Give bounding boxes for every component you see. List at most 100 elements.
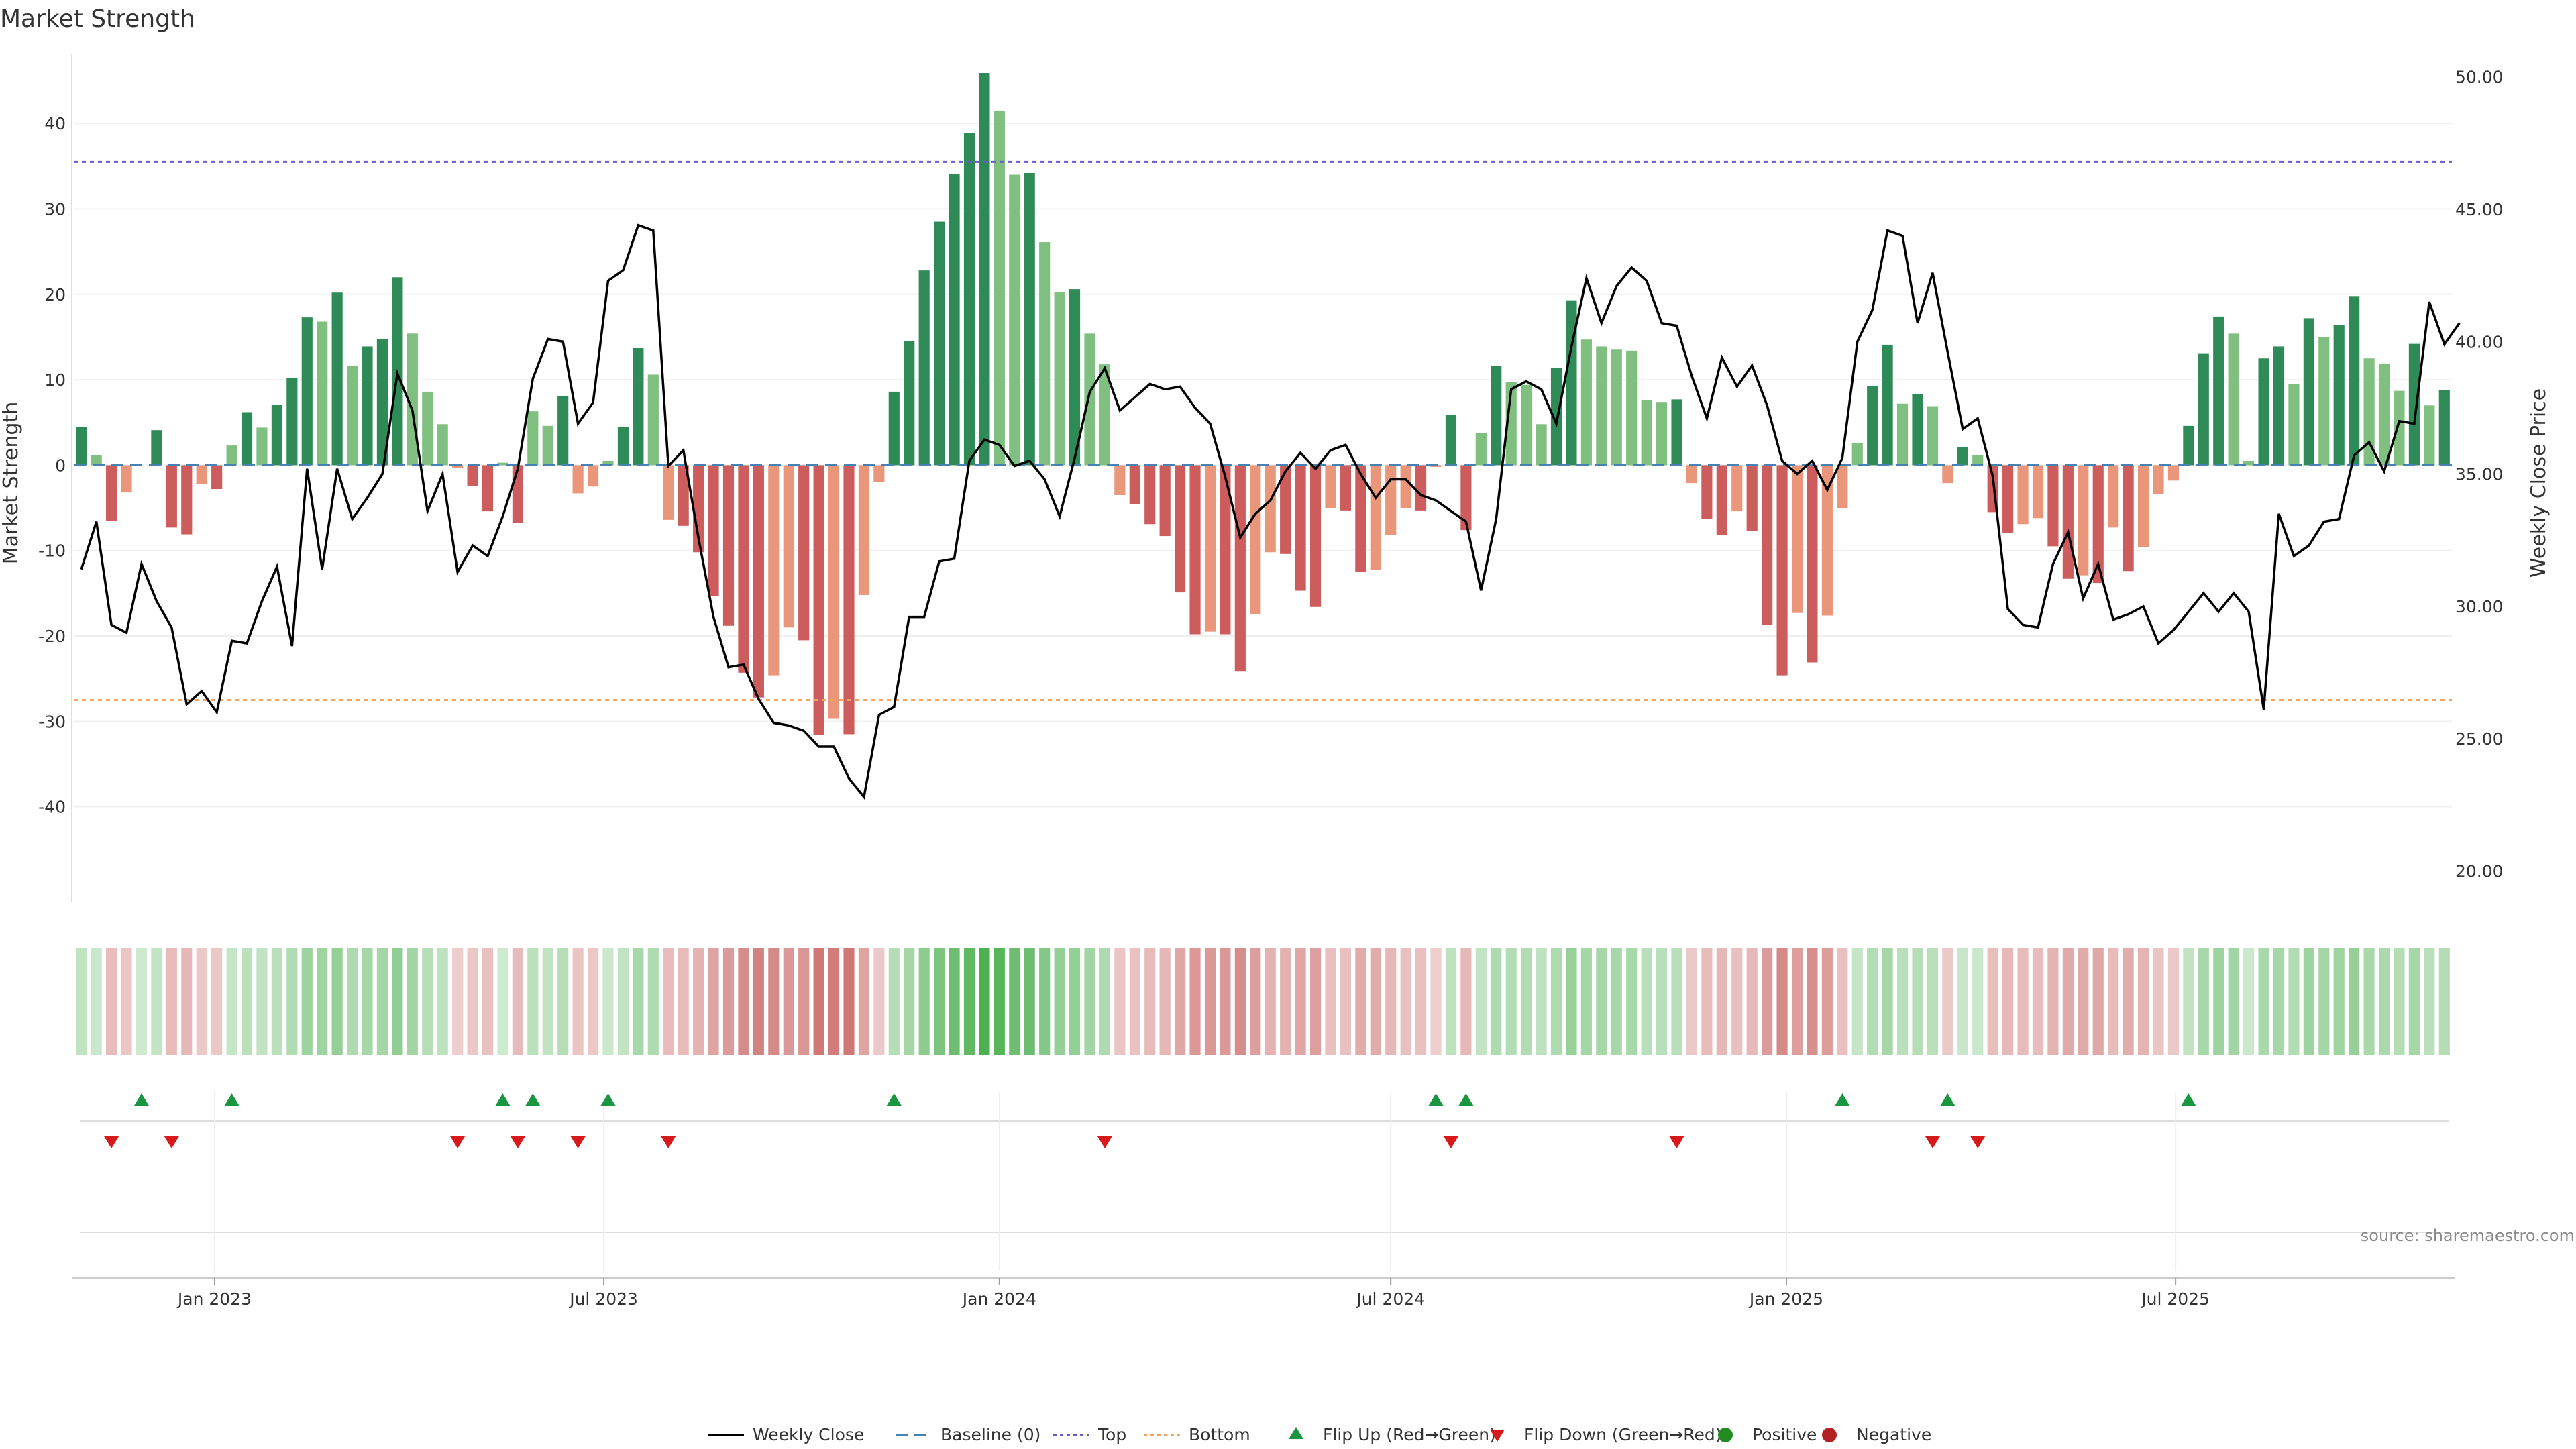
heat-cell: [2062, 948, 2074, 1055]
strength-bar: [557, 396, 569, 466]
strength-bar: [1129, 465, 1140, 504]
strength-bar: [934, 221, 945, 466]
heat-cell: [1972, 948, 1984, 1055]
strength-bar: [2047, 465, 2059, 547]
heat-cell: [963, 948, 975, 1055]
heat-cell: [1580, 948, 1592, 1055]
heat-cell: [1234, 948, 1246, 1055]
strength-bar: [2032, 465, 2044, 519]
strength-bar: [1641, 400, 1652, 466]
strength-bar: [2394, 390, 2405, 466]
heat-cell: [1550, 948, 1562, 1055]
strength-bar: [918, 270, 930, 466]
strength-bar: [91, 455, 102, 466]
heat-cell: [1159, 948, 1171, 1055]
heat-cell: [1957, 948, 1968, 1055]
strength-bar: [151, 430, 162, 466]
x-gridlines: [213, 1092, 2177, 1271]
heat-cell: [1837, 948, 1848, 1055]
flip-up-marker: [224, 1093, 239, 1106]
heat-cell: [934, 948, 945, 1055]
strength-bar: [1791, 465, 1803, 613]
strength-bar: [1731, 465, 1743, 512]
heat-cell: [241, 948, 253, 1055]
strength-bar: [1851, 443, 1863, 466]
legend-item: Positive: [1718, 1425, 1817, 1444]
strength-bar: [888, 391, 900, 466]
flip-down-marker: [104, 1136, 119, 1148]
heat-cell: [1144, 948, 1156, 1055]
strength-bar: [2288, 384, 2300, 466]
strength-bar: [873, 465, 885, 482]
strength-bar: [979, 73, 990, 466]
strength-bar: [722, 465, 735, 626]
heat-cell: [1821, 948, 1833, 1055]
heat-cell: [1807, 948, 1818, 1055]
heat-cell: [497, 948, 508, 1055]
heat-cell: [1355, 948, 1366, 1055]
heat-cell: [1280, 948, 1291, 1055]
heat-cell: [1295, 948, 1306, 1055]
heat-cell: [2288, 948, 2300, 1055]
heat-cell: [979, 948, 990, 1055]
flip-down-marker: [1443, 1136, 1458, 1148]
heat-cell: [2228, 948, 2239, 1055]
heat-cell: [2183, 948, 2194, 1055]
strength-bar: [196, 465, 207, 484]
heat-cell: [512, 948, 523, 1055]
heat-cell: [873, 948, 885, 1055]
strength-bar: [106, 465, 117, 521]
heat-cell: [1084, 948, 1095, 1055]
heat-cell: [2349, 948, 2360, 1055]
dot-icon: [1718, 1428, 1733, 1442]
heat-cell: [376, 948, 388, 1055]
heat-cell: [2123, 948, 2134, 1055]
heat-cell: [1325, 948, 1336, 1055]
heat-cell: [1641, 948, 1652, 1055]
flip-down-marker: [164, 1136, 179, 1148]
heat-cell: [1776, 948, 1788, 1055]
heat-cell: [2153, 948, 2164, 1055]
y2-tick-label: 35.00: [2455, 465, 2504, 484]
heat-cell: [1521, 948, 1532, 1055]
strength-bar: [331, 292, 343, 466]
triangle-up-icon: [1289, 1427, 1303, 1439]
heat-cell: [768, 948, 780, 1055]
heat-cell: [557, 948, 569, 1055]
heat-cell: [1791, 948, 1803, 1055]
y-tick-label: 40: [44, 114, 66, 133]
strength-bar: [1385, 465, 1397, 535]
strength-bar: [1009, 174, 1020, 466]
heat-cell: [1220, 948, 1231, 1055]
y-tick-label: -20: [38, 627, 66, 646]
legend-label: Flip Up (Red→Green): [1323, 1425, 1496, 1444]
strength-bar: [1566, 300, 1577, 466]
strength-bar: [1746, 465, 1758, 531]
heat-cell: [1415, 948, 1427, 1055]
strength-bar: [1099, 364, 1110, 466]
strength-bar: [1536, 424, 1547, 466]
strength-bar: [1189, 465, 1201, 635]
heat-cell: [2167, 948, 2179, 1055]
heat-cell: [1671, 948, 1682, 1055]
heat-cell: [994, 948, 1005, 1055]
heat-cell: [136, 948, 148, 1055]
y2-tick-label: 40.00: [2455, 332, 2504, 352]
strength-bar: [1415, 465, 1427, 511]
y-tick-label: 20: [44, 285, 66, 305]
strength-bar: [1942, 465, 1953, 484]
heat-cell: [2032, 948, 2044, 1055]
strength-bar: [617, 427, 629, 466]
strength-bar: [2303, 318, 2314, 466]
y2-axis-ticks: 20.00 25.00 30.00 35.00 40.00 45.00 50.00: [2455, 68, 2504, 881]
strength-bar: [437, 424, 448, 466]
heat-cell: [783, 948, 794, 1055]
strength-bar: [2424, 405, 2435, 466]
flip-down-marker: [510, 1136, 525, 1148]
x-tick-label: Jul 2023: [568, 1289, 638, 1309]
strength-bar: [2123, 465, 2134, 572]
strength-bar: [1445, 415, 1457, 466]
flip-up-marker: [600, 1093, 616, 1106]
strength-bar: [1325, 465, 1336, 508]
